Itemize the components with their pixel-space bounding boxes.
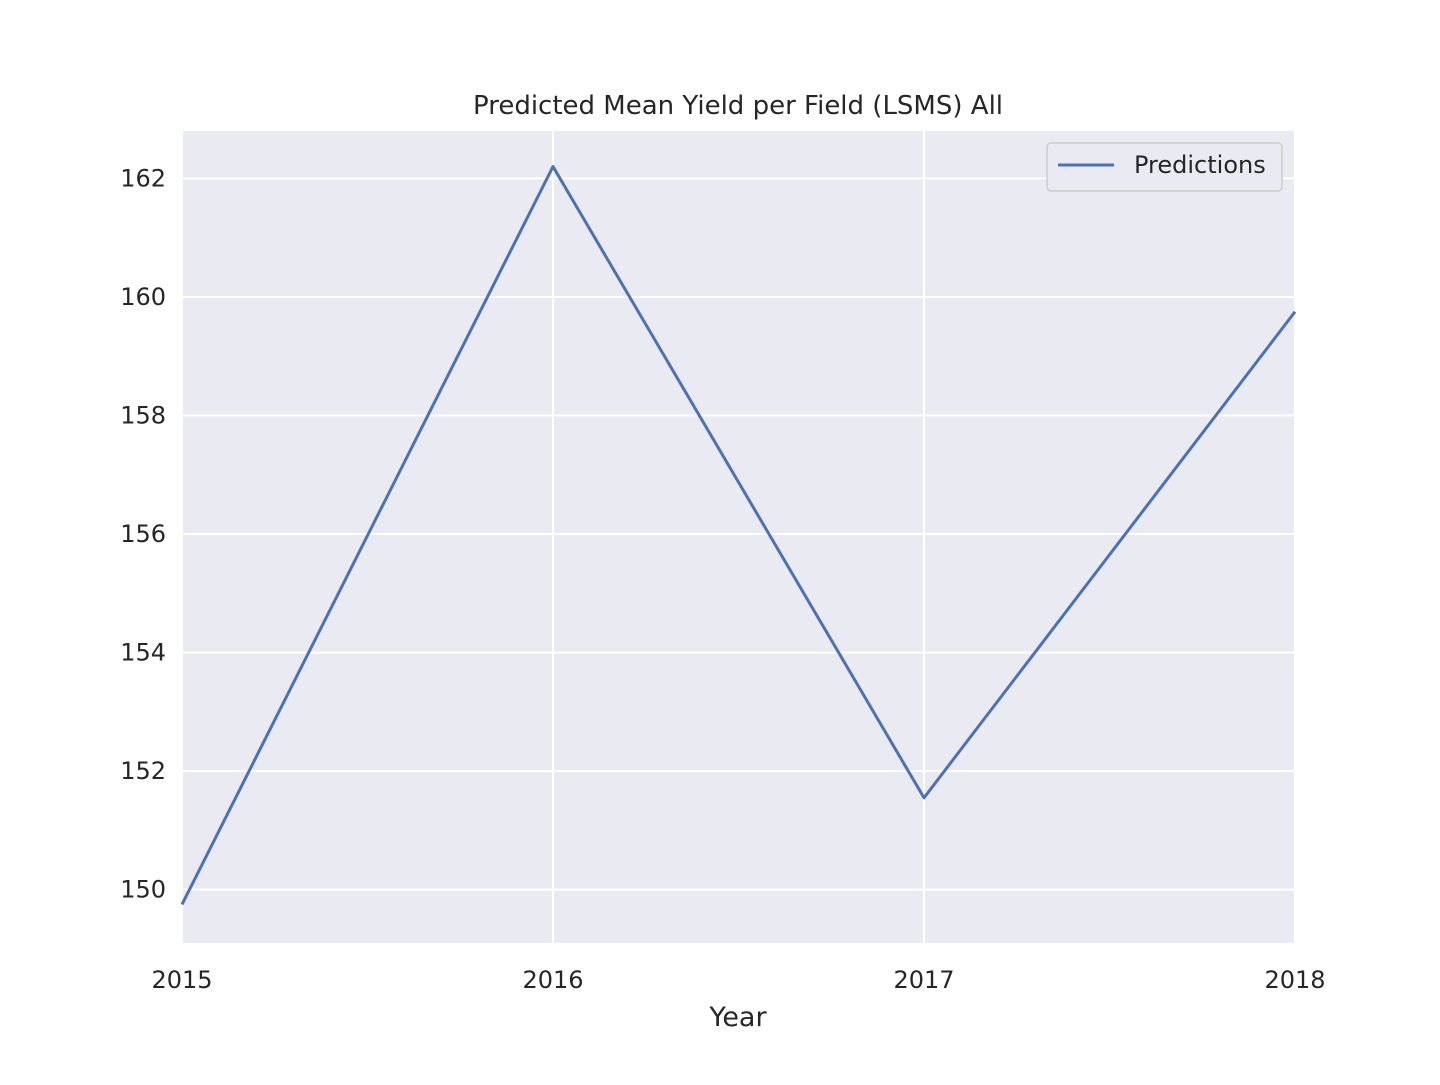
series-layer <box>180 165 1297 906</box>
x-tick-label-2015: 2015 <box>151 966 212 994</box>
legend: Predictions <box>1046 142 1283 192</box>
x-axis-label: Year <box>708 1002 767 1033</box>
y-tick-label-150: 150 <box>120 876 166 904</box>
chart-title: Predicted Mean Yield per Field (LSMS) Al… <box>473 91 1003 121</box>
y-tick-label-152: 152 <box>120 757 166 785</box>
plot-background <box>182 131 1295 943</box>
series-line-predictions <box>180 165 1297 906</box>
legend-box <box>1046 142 1283 192</box>
x-tick-label-2016: 2016 <box>522 966 583 994</box>
x-tick-label-2018: 2018 <box>1264 966 1325 994</box>
y-tick-label-156: 156 <box>120 520 166 548</box>
y-tick-label-162: 162 <box>120 164 166 192</box>
legend-label-predictions: Predictions <box>1134 151 1266 179</box>
y-tick-label-154: 154 <box>120 639 166 667</box>
y-tick-label-158: 158 <box>120 401 166 429</box>
tick-labels: 150 152 154 156 158 160 162 2015 2016 2017 2018 <box>120 164 1325 994</box>
y-tick-label-160: 160 <box>120 283 166 311</box>
x-tick-label-2017: 2017 <box>893 966 954 994</box>
